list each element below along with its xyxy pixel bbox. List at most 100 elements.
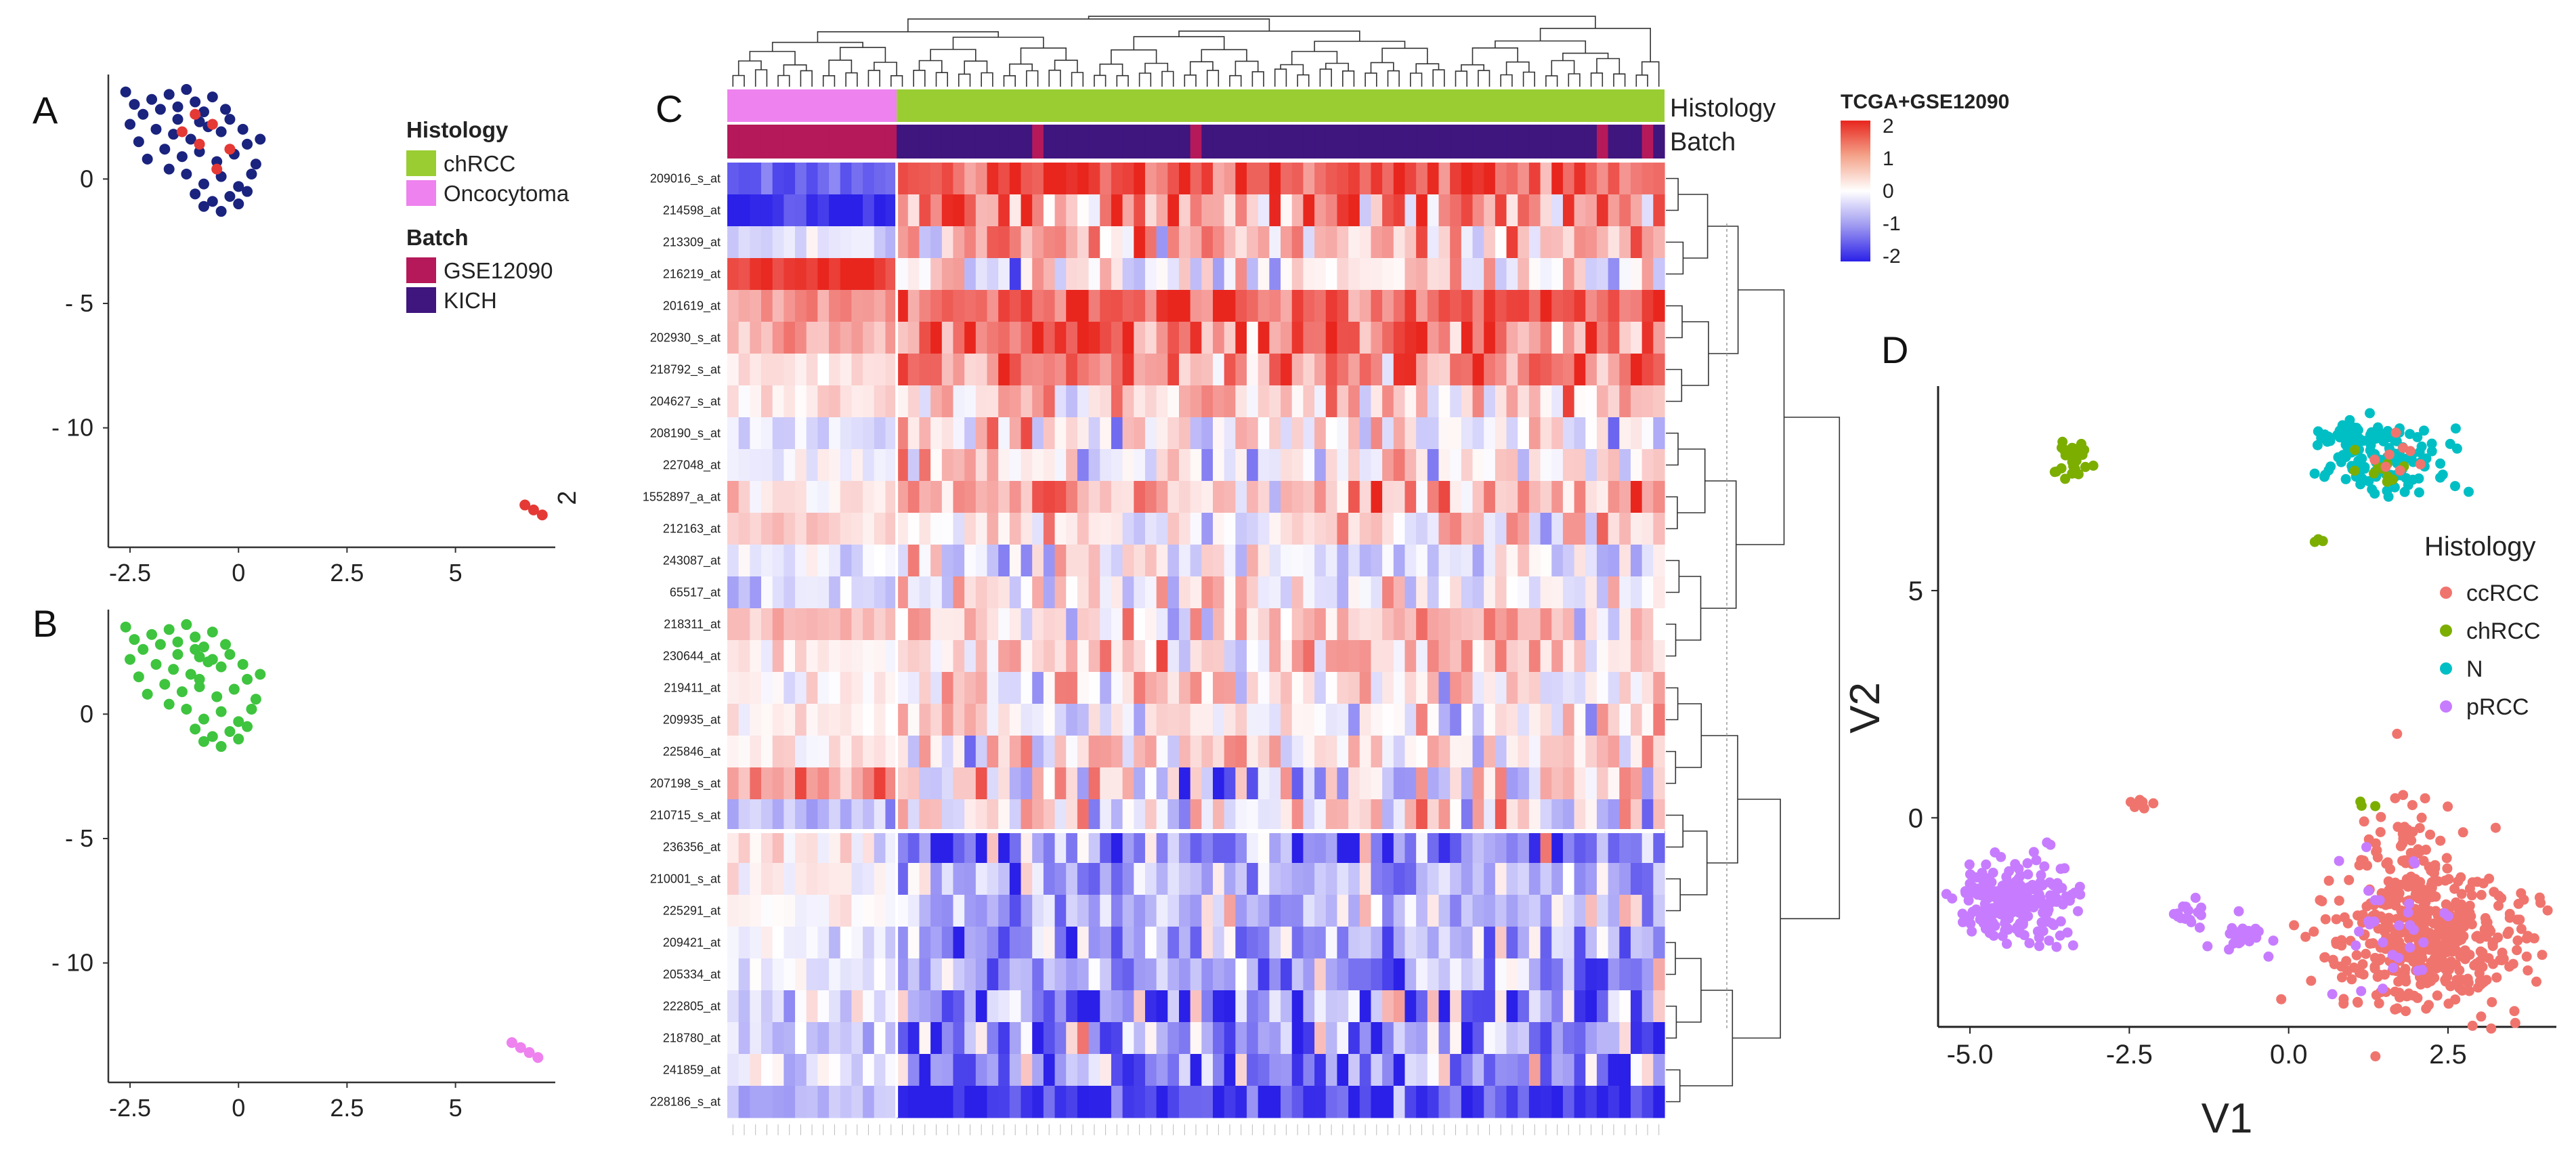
data-point-chrcc bbox=[198, 736, 209, 747]
data-point-prcc bbox=[2020, 899, 2031, 910]
heatmap-cell bbox=[919, 290, 931, 322]
heatmap-cell bbox=[1144, 863, 1157, 895]
heatmap-cell bbox=[1224, 513, 1236, 545]
heatmap-cell bbox=[1134, 576, 1146, 609]
heatmap-cell bbox=[772, 449, 784, 482]
heatmap-cell bbox=[1247, 1086, 1259, 1118]
heatmap-cell bbox=[1540, 163, 1552, 195]
data-point-ccrcc bbox=[2510, 1017, 2520, 1028]
heatmap-cell bbox=[1314, 1022, 1327, 1055]
heatmap-cell bbox=[761, 736, 773, 768]
heatmap-cell bbox=[761, 290, 773, 322]
panel-label-c: C bbox=[656, 87, 683, 130]
heatmap-cell bbox=[1506, 576, 1518, 609]
heatmap-cell bbox=[1416, 1086, 1428, 1118]
heatmap-cell bbox=[1608, 449, 1620, 482]
heatmap-cell bbox=[738, 481, 750, 513]
heatmap-cell bbox=[1178, 704, 1191, 736]
heatmap-cell bbox=[874, 895, 886, 927]
column-dendrogram-branch bbox=[981, 72, 993, 87]
data-point-prcc bbox=[2190, 893, 2201, 903]
annotation-batch-cell bbox=[1303, 125, 1315, 158]
heatmap-cell bbox=[919, 513, 931, 545]
heatmap-cell bbox=[1291, 863, 1304, 895]
annotation-batch-cell bbox=[1574, 125, 1586, 158]
heatmap-cell bbox=[1144, 767, 1157, 800]
heatmap-cell bbox=[1653, 958, 1665, 991]
heatmap-cell bbox=[1032, 1086, 1044, 1118]
heatmap-cell bbox=[1235, 163, 1247, 195]
heatmap-cell bbox=[1054, 672, 1067, 704]
column-dendrogram-branch bbox=[890, 75, 903, 87]
row-label: 222805_at bbox=[663, 1000, 721, 1014]
heatmap-cell bbox=[1518, 831, 1530, 864]
row-dendrogram-branch bbox=[1677, 448, 1706, 513]
heatmap-cell bbox=[1235, 799, 1247, 832]
heatmap-cell bbox=[1359, 672, 1372, 704]
heatmap-cell bbox=[953, 831, 965, 864]
data-point-chrcc bbox=[2350, 444, 2361, 455]
panel-b-plot: -2.5 0 2.5 50- 5- 10 bbox=[51, 610, 555, 1122]
heatmap-cell bbox=[1528, 672, 1541, 704]
heatmap-cell bbox=[1088, 958, 1100, 991]
data-point-ccrcc bbox=[2393, 976, 2404, 987]
heatmap-cell bbox=[1054, 449, 1067, 482]
heatmap-cell bbox=[1416, 990, 1428, 1023]
heatmap-cell bbox=[1156, 767, 1168, 800]
heatmap-cell bbox=[1427, 1086, 1440, 1118]
heatmap-cell bbox=[1281, 290, 1293, 322]
heatmap-cell bbox=[897, 1054, 909, 1086]
heatmap-cell bbox=[1438, 895, 1451, 927]
heatmap-cell bbox=[964, 990, 976, 1023]
heatmap-cell bbox=[1585, 863, 1597, 895]
data-point-kich bbox=[172, 114, 184, 125]
heatmap-cell bbox=[1100, 1054, 1112, 1086]
heatmap-cell bbox=[1461, 194, 1474, 227]
heatmap-cell bbox=[998, 895, 1010, 927]
heatmap-cell bbox=[1258, 958, 1270, 991]
heatmap-cell bbox=[1258, 1086, 1270, 1118]
heatmap-cell bbox=[1608, 1086, 1620, 1118]
data-point-chrcc bbox=[2067, 443, 2078, 454]
heatmap-cell bbox=[1619, 481, 1631, 513]
heatmap-cell bbox=[1190, 927, 1202, 959]
heatmap-cell bbox=[1518, 927, 1530, 959]
heatmap-cell bbox=[1258, 1022, 1270, 1055]
heatmap-cell bbox=[750, 1022, 762, 1055]
heatmap-cell bbox=[1325, 1022, 1338, 1055]
heatmap-cell bbox=[1281, 927, 1293, 959]
row-label: 218780_at bbox=[663, 1032, 721, 1046]
heatmap-cell bbox=[1032, 481, 1044, 513]
row-label: 216219_at bbox=[663, 268, 721, 282]
heatmap-cell bbox=[919, 608, 931, 641]
heatmap-cell bbox=[1484, 449, 1496, 482]
heatmap-cell bbox=[1325, 767, 1338, 800]
heatmap-cell bbox=[1213, 958, 1225, 991]
heatmap-cell bbox=[1009, 513, 1022, 545]
heatmap-cell bbox=[783, 513, 796, 545]
heatmap-cell bbox=[1213, 831, 1225, 864]
column-dendrogram-branch bbox=[913, 70, 926, 87]
heatmap-cell bbox=[1528, 799, 1541, 832]
heatmap-cell bbox=[907, 990, 920, 1023]
heatmap-cell bbox=[1337, 799, 1349, 832]
heatmap-cell bbox=[987, 831, 999, 864]
heatmap-cell bbox=[1224, 290, 1236, 322]
heatmap-cell bbox=[1359, 640, 1372, 673]
heatmap-cell bbox=[1224, 608, 1236, 641]
data-point-ccrcc bbox=[2358, 969, 2369, 980]
heatmap-cell bbox=[1032, 990, 1044, 1023]
heatmap-cell bbox=[1201, 322, 1214, 354]
heatmap-cell bbox=[806, 736, 818, 768]
column-dendrogram-branch bbox=[1201, 49, 1247, 62]
heatmap-cell bbox=[761, 513, 773, 545]
heatmap-cell bbox=[1088, 290, 1100, 322]
data-point-ccrcc bbox=[2367, 938, 2378, 949]
heatmap-cell bbox=[1596, 354, 1609, 386]
data-point-prcc bbox=[2231, 933, 2242, 943]
column-dendrogram-branch bbox=[964, 60, 988, 75]
heatmap-cell bbox=[1325, 608, 1338, 641]
heatmap-cell bbox=[1281, 322, 1293, 354]
heatmap-cell bbox=[1495, 799, 1507, 832]
heatmap-cell bbox=[750, 417, 762, 450]
